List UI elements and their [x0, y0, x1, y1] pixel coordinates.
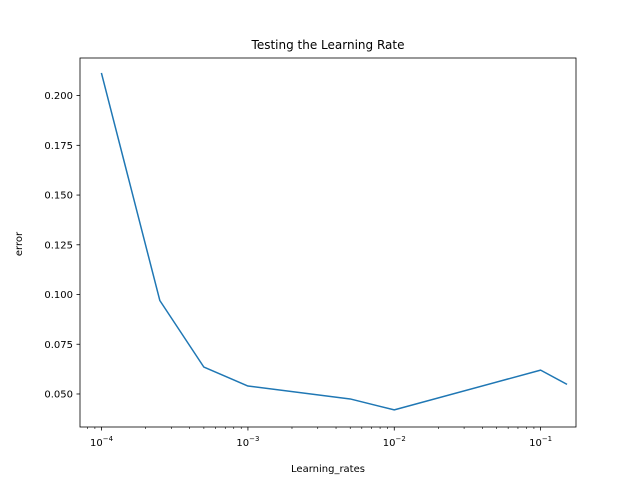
plot-area: 0.050 0.075 0.100 0.125 0.150 0.175 0.200 10−4 1… [44, 57, 577, 449]
y-tick-label: 0.050 [44, 390, 73, 401]
x-tick-label: 10−2 [383, 435, 406, 449]
y-axis-label: error [14, 231, 25, 256]
y-tick-label: 0.100 [44, 290, 73, 301]
y-tick-label: 0.125 [44, 240, 73, 251]
chart-title: Testing the Learning Rate [251, 38, 405, 52]
y-tick-label: 0.075 [44, 340, 73, 351]
series-line-0 [100, 72, 568, 411]
x-axis-label: Learning_rates [291, 464, 365, 475]
y-tick-label: 0.175 [44, 141, 73, 152]
x-tick-label: 10−1 [529, 435, 552, 449]
x-tick-label: 10−4 [90, 435, 114, 449]
y-tick-label: 0.200 [44, 91, 73, 102]
y-tick-label: 0.150 [44, 191, 73, 202]
axes-frame [79, 57, 577, 428]
x-tick-label: 10−3 [236, 435, 259, 449]
